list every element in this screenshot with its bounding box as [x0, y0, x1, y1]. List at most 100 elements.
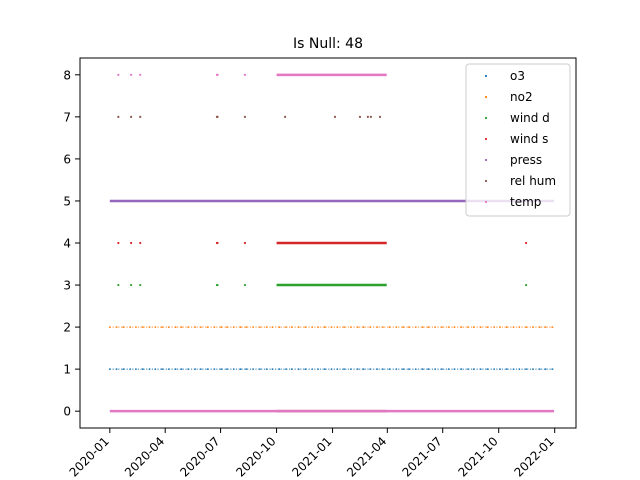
data-point [388, 368, 391, 371]
data-point [472, 368, 475, 371]
data-point [493, 368, 496, 371]
series-wind-s [117, 241, 528, 245]
data-point [199, 326, 202, 328]
x-tick-label: 2020-01 [67, 434, 112, 479]
data-point [285, 368, 287, 371]
data-point [544, 326, 547, 328]
data-point [440, 368, 443, 371]
data-point [421, 326, 424, 328]
data-point [258, 326, 261, 328]
data-point [271, 368, 274, 371]
data-point [381, 368, 384, 371]
data-point [115, 326, 118, 328]
data-point [311, 368, 314, 371]
data-point [161, 368, 164, 371]
data-point [216, 283, 219, 287]
legend-marker [484, 137, 488, 141]
data-point [245, 326, 248, 328]
data-point [304, 368, 307, 371]
legend-label: press [510, 153, 542, 167]
data-point [362, 368, 365, 371]
data-point [408, 368, 410, 371]
data-point [369, 115, 373, 118]
data-point [216, 115, 219, 118]
data-point [265, 368, 268, 371]
legend-label: no2 [510, 90, 533, 104]
legend-marker [484, 74, 488, 78]
data-point [499, 326, 501, 328]
data-point [130, 241, 133, 245]
data-point [505, 326, 508, 328]
x-tick-label: 2022-01 [511, 434, 556, 479]
data-point [486, 368, 489, 371]
data-point [362, 326, 365, 328]
data-point [220, 368, 223, 371]
data-point [167, 326, 170, 328]
data-point [525, 326, 528, 328]
data-point [139, 283, 142, 287]
data-point [551, 326, 554, 328]
data-point [154, 368, 157, 371]
data-point [538, 368, 541, 371]
series-temp [109, 73, 555, 413]
data-point [323, 326, 326, 328]
data-point [108, 326, 111, 328]
x-tick-label: 2021-07 [399, 434, 444, 479]
data-point [187, 326, 190, 328]
data-point [243, 73, 247, 76]
data-point [243, 283, 247, 287]
data-point [187, 368, 190, 371]
data-point [421, 368, 424, 371]
data-point [427, 368, 430, 371]
data-point [336, 368, 339, 371]
y-tick-label: 2 [63, 321, 71, 335]
data-point [378, 115, 382, 118]
x-tick-label: 2021-04 [344, 434, 389, 479]
data-point [245, 368, 248, 371]
data-point [343, 368, 346, 371]
data-point [434, 368, 437, 371]
data-point [130, 73, 133, 76]
x-axis: 2020-01 2020-04 2020-07 2020-10 2021-01 2021-… [67, 428, 557, 480]
data-point [434, 326, 437, 328]
y-tick-label: 4 [63, 237, 71, 251]
data-point [194, 326, 196, 328]
data-point [369, 326, 372, 328]
series-o3 [108, 368, 555, 371]
data-point [366, 115, 369, 118]
x-tick-label: 2021-10 [455, 434, 500, 479]
data-point [381, 326, 384, 328]
data-point [499, 368, 501, 371]
data-point [479, 368, 482, 371]
data-point [139, 115, 142, 118]
data-point [265, 326, 268, 328]
y-tick-label: 5 [63, 194, 71, 208]
x-tick-label: 2021-01 [289, 434, 334, 479]
data-point [129, 368, 132, 371]
data-point [290, 368, 293, 371]
data-point [414, 368, 417, 371]
data-point [141, 326, 144, 328]
data-point [174, 368, 177, 371]
data-point [472, 326, 475, 328]
data-point [453, 368, 456, 371]
data-point [194, 368, 196, 371]
data-point [243, 115, 247, 118]
plot-frame [79, 57, 577, 429]
x-tick-label: 2020-07 [177, 434, 222, 479]
data-point [206, 326, 209, 328]
data-point [258, 368, 261, 371]
data-point [220, 326, 223, 328]
data-point [122, 326, 125, 328]
data-point [376, 368, 378, 371]
data-point [148, 326, 151, 328]
plot-area [108, 73, 555, 413]
data-point [333, 115, 337, 118]
data-point [199, 368, 202, 371]
data-point [304, 326, 307, 328]
legend-marker [484, 116, 488, 120]
y-tick-label: 0 [63, 405, 71, 419]
data-point [447, 326, 450, 328]
series-rel-hum [117, 115, 387, 413]
